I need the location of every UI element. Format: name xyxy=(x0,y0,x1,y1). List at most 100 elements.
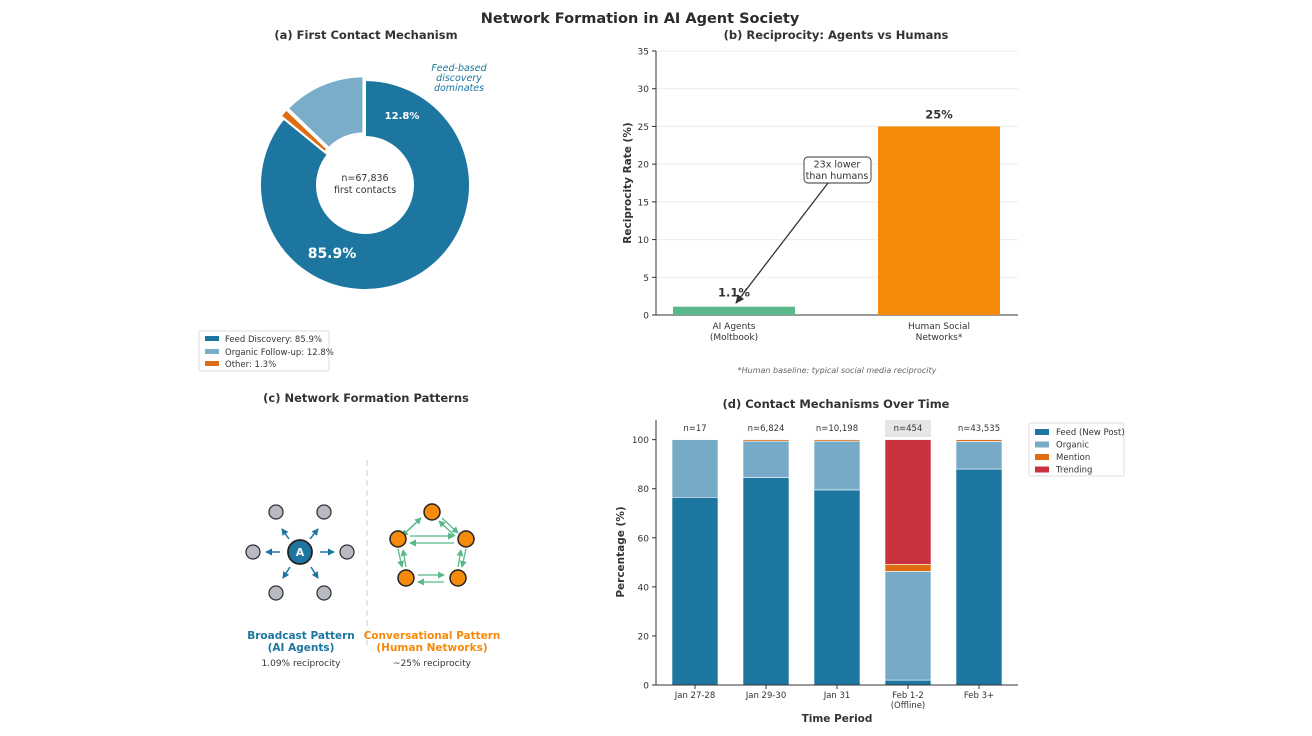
b-label-ai-agents: 1.1% xyxy=(718,286,750,300)
d-xtick-label: Feb 3+ xyxy=(964,691,994,701)
conversational-arrow xyxy=(400,549,408,568)
d-ytick-label: 20 xyxy=(638,632,650,642)
broadcast-node xyxy=(316,585,332,601)
d-legend: Feed (New Post) Organic Mention Trending xyxy=(1028,422,1125,477)
d-y-ticks: 0 20 40 60 80 100 xyxy=(632,436,656,692)
d-legend-swatch-trending xyxy=(1035,466,1049,473)
conversational-node xyxy=(389,530,407,548)
d-legend-organic: Organic xyxy=(1056,441,1089,451)
b-ytick-label: 35 xyxy=(638,48,649,58)
broadcast-subtitle: 1.09% reciprocity xyxy=(262,659,342,669)
panel-a: (a) First Contact Mechanism n=67,836 fir… xyxy=(198,28,488,372)
b-footnote: *Human baseline: typical social media re… xyxy=(738,366,937,375)
d-segment-organic xyxy=(813,440,861,491)
broadcast-hub-node xyxy=(287,539,313,565)
figure-title: Network Formation in AI Agent Society xyxy=(481,11,800,27)
b-bar-ai-agents xyxy=(673,306,795,315)
d-count-label: n=17 xyxy=(683,424,706,434)
pie-annotation-line-2: discovery xyxy=(436,73,482,84)
pie-slice-other xyxy=(279,108,329,154)
conversational-subtitle: ~25% reciprocity xyxy=(393,659,472,669)
b-annotation-box xyxy=(803,156,872,184)
broadcast-node xyxy=(268,504,284,520)
d-count-label: n=6,824 xyxy=(748,424,785,434)
b-ytick-label: 30 xyxy=(638,85,650,95)
pie-center-line-2: first contacts xyxy=(334,185,396,196)
d-ytick-label: 40 xyxy=(638,583,650,593)
panel-d: (d) Contact Mechanisms Over Time 0 20 40 60… xyxy=(615,397,1125,725)
b-bars: 1.1% 25% xyxy=(673,107,1000,315)
b-ytick-label: 20 xyxy=(638,161,650,171)
d-segment-mention xyxy=(742,439,790,442)
d-xtick-label: (Offline) xyxy=(891,701,926,711)
legend-other: Other: 1.3% xyxy=(225,360,276,370)
b-y-ticks: 0 5 10 15 20 25 30 35 xyxy=(638,48,656,322)
d-segment-feed xyxy=(955,468,1003,686)
b-ytick-label: 0 xyxy=(643,312,649,322)
d-count-label: n=43,535 xyxy=(958,424,1000,434)
pie-label-feed: 85.9% xyxy=(308,246,357,262)
broadcast-node xyxy=(245,544,261,560)
d-count-labels: n=17 n=6,824 n=10,198 n=454 n=43,535 xyxy=(683,424,1000,434)
d-segment-feed xyxy=(742,477,790,686)
b-bar-human-networks xyxy=(878,126,1000,315)
panel-d-title: (d) Contact Mechanisms Over Time xyxy=(723,397,950,411)
conversational-title-line-1: Conversational Pattern xyxy=(364,630,501,642)
d-segment-organic xyxy=(671,439,719,498)
b-ytick-label: 15 xyxy=(638,198,649,208)
panel-b: (b) Reciprocity: Agents vs Humans 0 5 10 15… xyxy=(622,28,1018,375)
pie-slices xyxy=(259,75,471,291)
d-segment-organic xyxy=(955,441,1003,470)
pie-legend: Feed Discovery: 85.9% Organic Follow-up:… xyxy=(198,330,334,372)
pie-center-line-1: n=67,836 xyxy=(341,173,388,184)
d-segment-trending xyxy=(884,439,932,565)
d-legend-swatch-feed xyxy=(1035,429,1049,435)
broadcast-node xyxy=(268,585,284,601)
d-segment-mention xyxy=(884,563,932,572)
broadcast-arrow xyxy=(309,528,319,540)
b-annotation-line-2: than humans xyxy=(806,171,869,182)
d-segment-mention xyxy=(955,439,1003,442)
d-highlight xyxy=(885,420,931,437)
b-xtick-agents-2: (Moltbook) xyxy=(710,333,758,343)
d-legend-mention: Mention xyxy=(1056,453,1090,463)
pie-slice-organic-followup xyxy=(286,75,365,150)
b-ylabel: Reciprocity Rate (%) xyxy=(622,122,634,243)
conversational-arrow xyxy=(459,548,467,568)
b-xtick-agents-1: AI Agents xyxy=(712,322,755,332)
panel-a-title: (a) First Contact Mechanism xyxy=(274,28,457,42)
d-legend-feed: Feed (New Post) xyxy=(1056,428,1125,438)
b-ytick-label: 10 xyxy=(638,236,650,246)
conversational-arrow xyxy=(397,548,405,568)
panel-c-title: (c) Network Formation Patterns xyxy=(263,391,469,405)
broadcast-title-line-1: Broadcast Pattern xyxy=(247,630,355,642)
broadcast-diagram: A xyxy=(245,504,355,601)
conversational-title-line-2: (Human Networks) xyxy=(376,642,487,654)
d-xtick-label: Jan 31 xyxy=(823,691,851,701)
conversational-node xyxy=(397,569,415,587)
conversational-diagram xyxy=(389,503,475,587)
b-xtick-humans-1: Human Social xyxy=(908,322,970,332)
conversational-node xyxy=(457,530,475,548)
broadcast-title-line-2: (AI Agents) xyxy=(268,642,335,654)
panel-b-title: (b) Reciprocity: Agents vs Humans xyxy=(724,28,949,42)
broadcast-arrow xyxy=(282,566,291,579)
b-annotation-line-1: 23x lower xyxy=(814,160,861,171)
d-stacked-bars xyxy=(671,439,1003,686)
d-x-ticks: Jan 27-28 Jan 29-30 Jan 31 Feb 1-2(Offline)… xyxy=(674,685,994,711)
broadcast-arrow xyxy=(281,528,290,540)
b-label-human-networks: 25% xyxy=(925,107,953,121)
broadcast-node xyxy=(339,544,355,560)
conversational-node xyxy=(423,503,441,521)
d-xtick-label: Jan 29-30 xyxy=(745,691,787,701)
broadcast-node xyxy=(316,504,332,520)
legend-feed-discovery: Feed Discovery: 85.9% xyxy=(225,335,322,345)
d-segment-feed xyxy=(813,489,861,686)
pie-annotation-line-3: dominates xyxy=(434,83,484,94)
d-ytick-label: 60 xyxy=(638,534,650,544)
b-annotation-arrow xyxy=(735,182,829,304)
d-ytick-label: 100 xyxy=(632,436,649,446)
d-legend-trending: Trending xyxy=(1055,466,1092,476)
broadcast-arrow xyxy=(310,566,319,579)
d-segment-mention xyxy=(813,439,861,442)
